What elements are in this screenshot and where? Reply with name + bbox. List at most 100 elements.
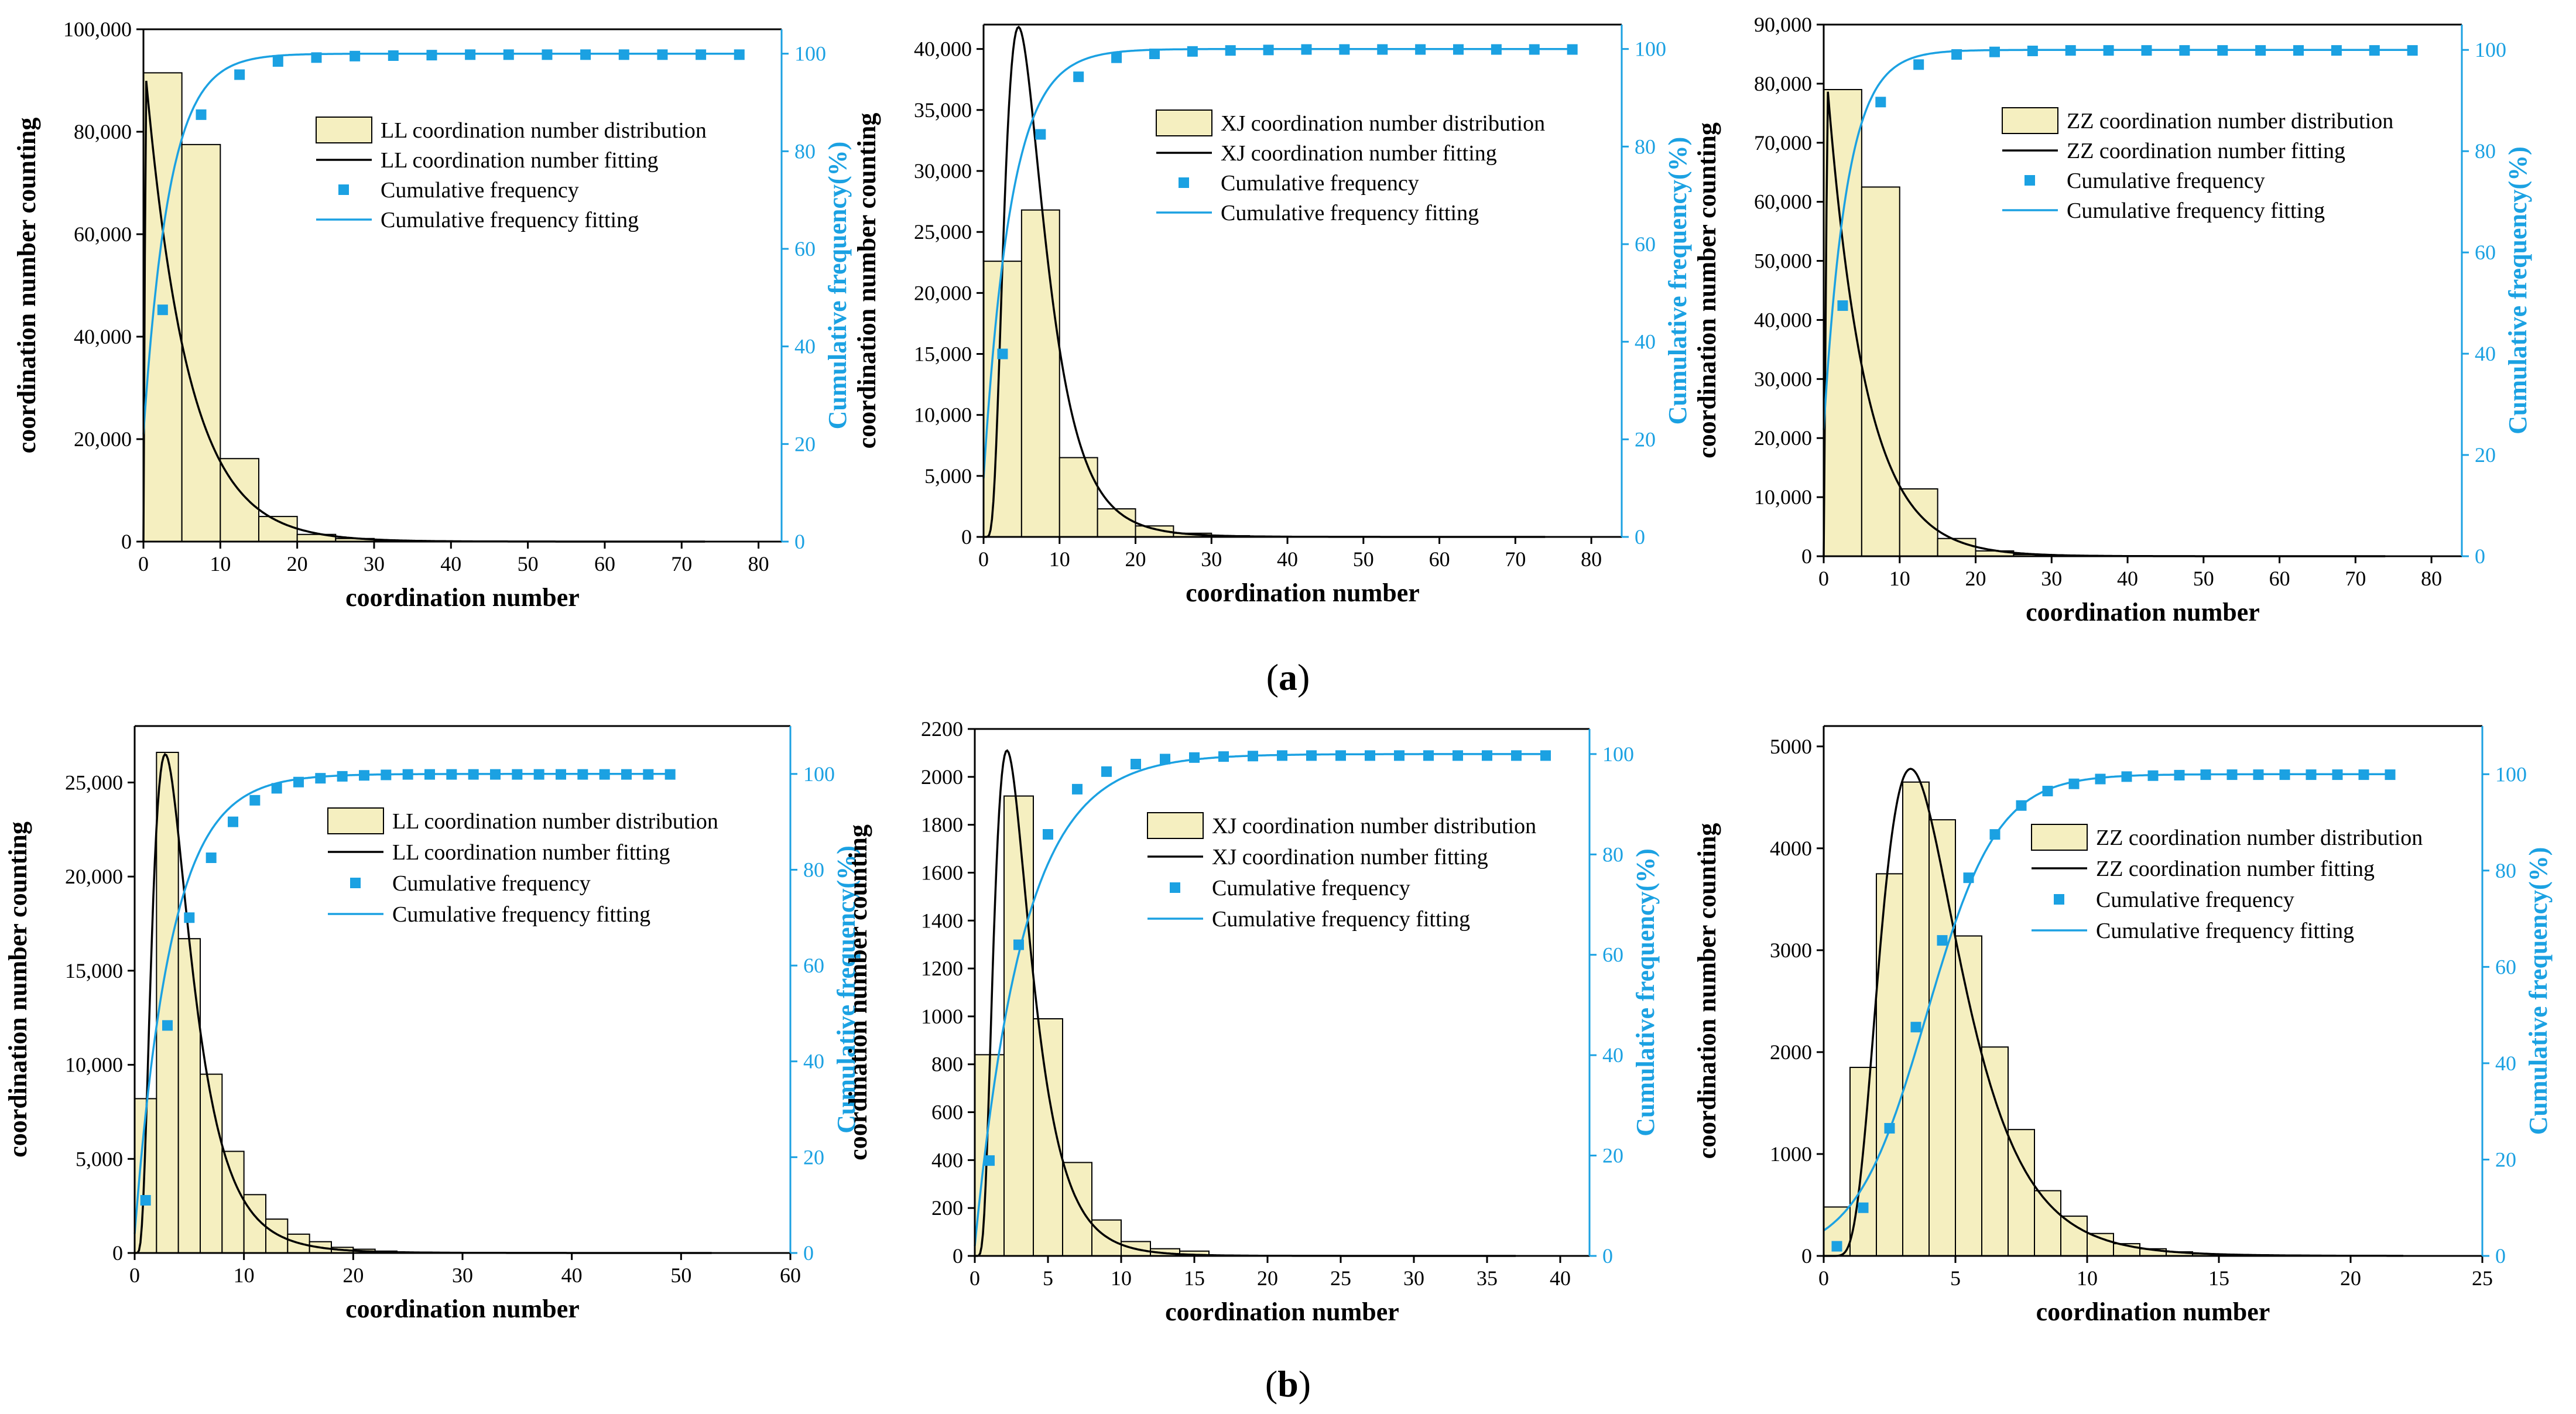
y2-tick-label: 60 xyxy=(1602,943,1623,967)
y2-tick-label: 40 xyxy=(794,335,816,358)
cumulative-point xyxy=(426,50,437,61)
cumulative-point xyxy=(2306,769,2317,780)
cumulative-point xyxy=(1225,45,1236,56)
bar xyxy=(177,938,201,1254)
x-tick-label: 10 xyxy=(2077,1266,2098,1290)
legend-point-swatch xyxy=(2025,175,2035,186)
y2-tick-label: 40 xyxy=(2495,1052,2516,1075)
bar xyxy=(1899,488,1938,557)
y-tick-label: 25,000 xyxy=(914,220,972,244)
x-axis-title: coordination number xyxy=(345,1295,580,1323)
bar xyxy=(2060,1216,2088,1256)
y-axis-title: coordination number counting xyxy=(1693,122,1721,458)
legend-bar-swatch xyxy=(2002,107,2058,134)
chart-b-XJ: 0 5 10 15 20 25 30 35 40020040060080010001200140… xyxy=(844,717,1660,1326)
legend-label: Cumulative frequency fitting xyxy=(392,902,650,927)
cumulative-point xyxy=(2253,769,2264,780)
x-tick-label: 30 xyxy=(452,1264,473,1287)
cumulative-point xyxy=(2095,773,2106,785)
x-tick-label: 40 xyxy=(1550,1266,1571,1290)
cumulative-point xyxy=(1035,129,1046,140)
cumulative-point xyxy=(315,773,326,784)
x-tick-label: 60 xyxy=(2269,567,2290,590)
cumulative-point xyxy=(2332,769,2343,780)
x-tick-label: 50 xyxy=(670,1264,691,1287)
cumulative-point xyxy=(1377,44,1388,55)
legend-label: LL coordination number fitting xyxy=(392,840,670,865)
y-tick-label: 20,000 xyxy=(914,281,972,304)
y-axis-title: coordination number counting xyxy=(12,118,41,454)
cumulative-point xyxy=(381,769,392,780)
legend-label: Cumulative frequency fitting xyxy=(2096,919,2354,943)
cumulative-point xyxy=(1131,759,1141,769)
legend-label: Cumulative frequency fitting xyxy=(381,208,639,232)
y-tick-label: 20,000 xyxy=(65,865,123,888)
bar xyxy=(1981,1046,2009,1257)
y-tick-label: 30,000 xyxy=(1754,367,1812,391)
cumulative-point xyxy=(1187,46,1198,57)
legend: XJ coordination number distribution XJ co… xyxy=(1147,812,1536,932)
x-tick-label: 60 xyxy=(1429,547,1450,571)
y2-tick-label: 40 xyxy=(1602,1043,1623,1067)
legend-label: XJ coordination number fitting xyxy=(1212,845,1488,869)
cumulative-point xyxy=(1858,1202,1869,1213)
y-tick-label: 3000 xyxy=(1770,939,1812,962)
y2-tick-label: 0 xyxy=(1635,525,1645,549)
cumulative-point xyxy=(1189,752,1200,763)
y-tick-label: 5,000 xyxy=(76,1147,123,1170)
x-tick-label: 0 xyxy=(978,547,989,571)
y2-tick-label: 20 xyxy=(1635,427,1656,451)
x-axis-title: coordination number xyxy=(1165,1297,1399,1326)
y-tick-label: 0 xyxy=(1801,1244,1812,1268)
cumulative-point xyxy=(1989,46,2000,57)
legend-label: ZZ coordination number fitting xyxy=(2067,139,2345,163)
cumulative-point xyxy=(1339,44,1350,55)
y-tick-label: 1800 xyxy=(921,813,963,837)
legend-label: Cumulative frequency fitting xyxy=(1221,201,1479,225)
cumulative-point xyxy=(446,769,457,780)
y2-axis-title: Cumulative frequency(%) xyxy=(832,845,861,1134)
cumulative-point xyxy=(2385,769,2396,780)
cumulative-point xyxy=(359,770,369,781)
cumulative-point xyxy=(465,49,476,60)
legend-label: XJ coordination number distribution xyxy=(1221,111,1545,136)
cumulative-point xyxy=(2217,45,2228,56)
cumulative-point xyxy=(2331,45,2342,56)
cumulative-point xyxy=(228,816,238,827)
x-tick-label: 0 xyxy=(138,552,149,576)
cumulative-point xyxy=(997,348,1008,360)
y-tick-label: 20,000 xyxy=(1754,426,1812,450)
x-tick-label: 20 xyxy=(1125,547,1146,571)
bar xyxy=(1861,186,1900,557)
cumulative-point xyxy=(2065,45,2076,56)
y-tick-label: 15,000 xyxy=(65,959,123,982)
x-axis-title: coordination number xyxy=(2036,1297,2270,1326)
bar xyxy=(1020,209,1060,537)
cumulative-point xyxy=(512,769,523,780)
chart-a-ZZ: 0 10 20 30 40 50 60 70 80 0 10,000 20,000 30,000 40,0… xyxy=(1693,13,2532,626)
cumulative-point xyxy=(271,783,282,794)
y2-tick-label: 100 xyxy=(794,42,826,66)
cumulative-point xyxy=(1529,44,1540,55)
cumulative-point xyxy=(337,771,348,782)
y2-axis-title: Cumulative frequency(%) xyxy=(823,142,852,430)
y-tick-label: 40,000 xyxy=(1754,308,1812,331)
cumulative-point xyxy=(1837,300,1848,311)
y-tick-label: 800 xyxy=(931,1053,963,1076)
cumulative-point xyxy=(618,49,629,60)
y2-tick-label: 80 xyxy=(2475,139,2496,163)
x-axis-title: coordination number xyxy=(345,583,580,612)
x-tick-label: 60 xyxy=(780,1264,801,1287)
y-tick-label: 60,000 xyxy=(74,222,132,246)
y-tick-label: 4000 xyxy=(1770,837,1812,860)
y2-axis-title: Cumulative frequency(%) xyxy=(2524,847,2553,1135)
cumulative-point xyxy=(249,795,261,806)
bar xyxy=(2087,1232,2114,1256)
y-tick-label: 1000 xyxy=(1770,1142,1812,1166)
x-tick-label: 70 xyxy=(671,552,692,576)
y-tick-label: 30,000 xyxy=(914,159,972,183)
x-tick-label: 80 xyxy=(1581,547,1602,571)
x-tick-label: 50 xyxy=(518,552,539,576)
y2-tick-label: 100 xyxy=(1602,742,1634,766)
